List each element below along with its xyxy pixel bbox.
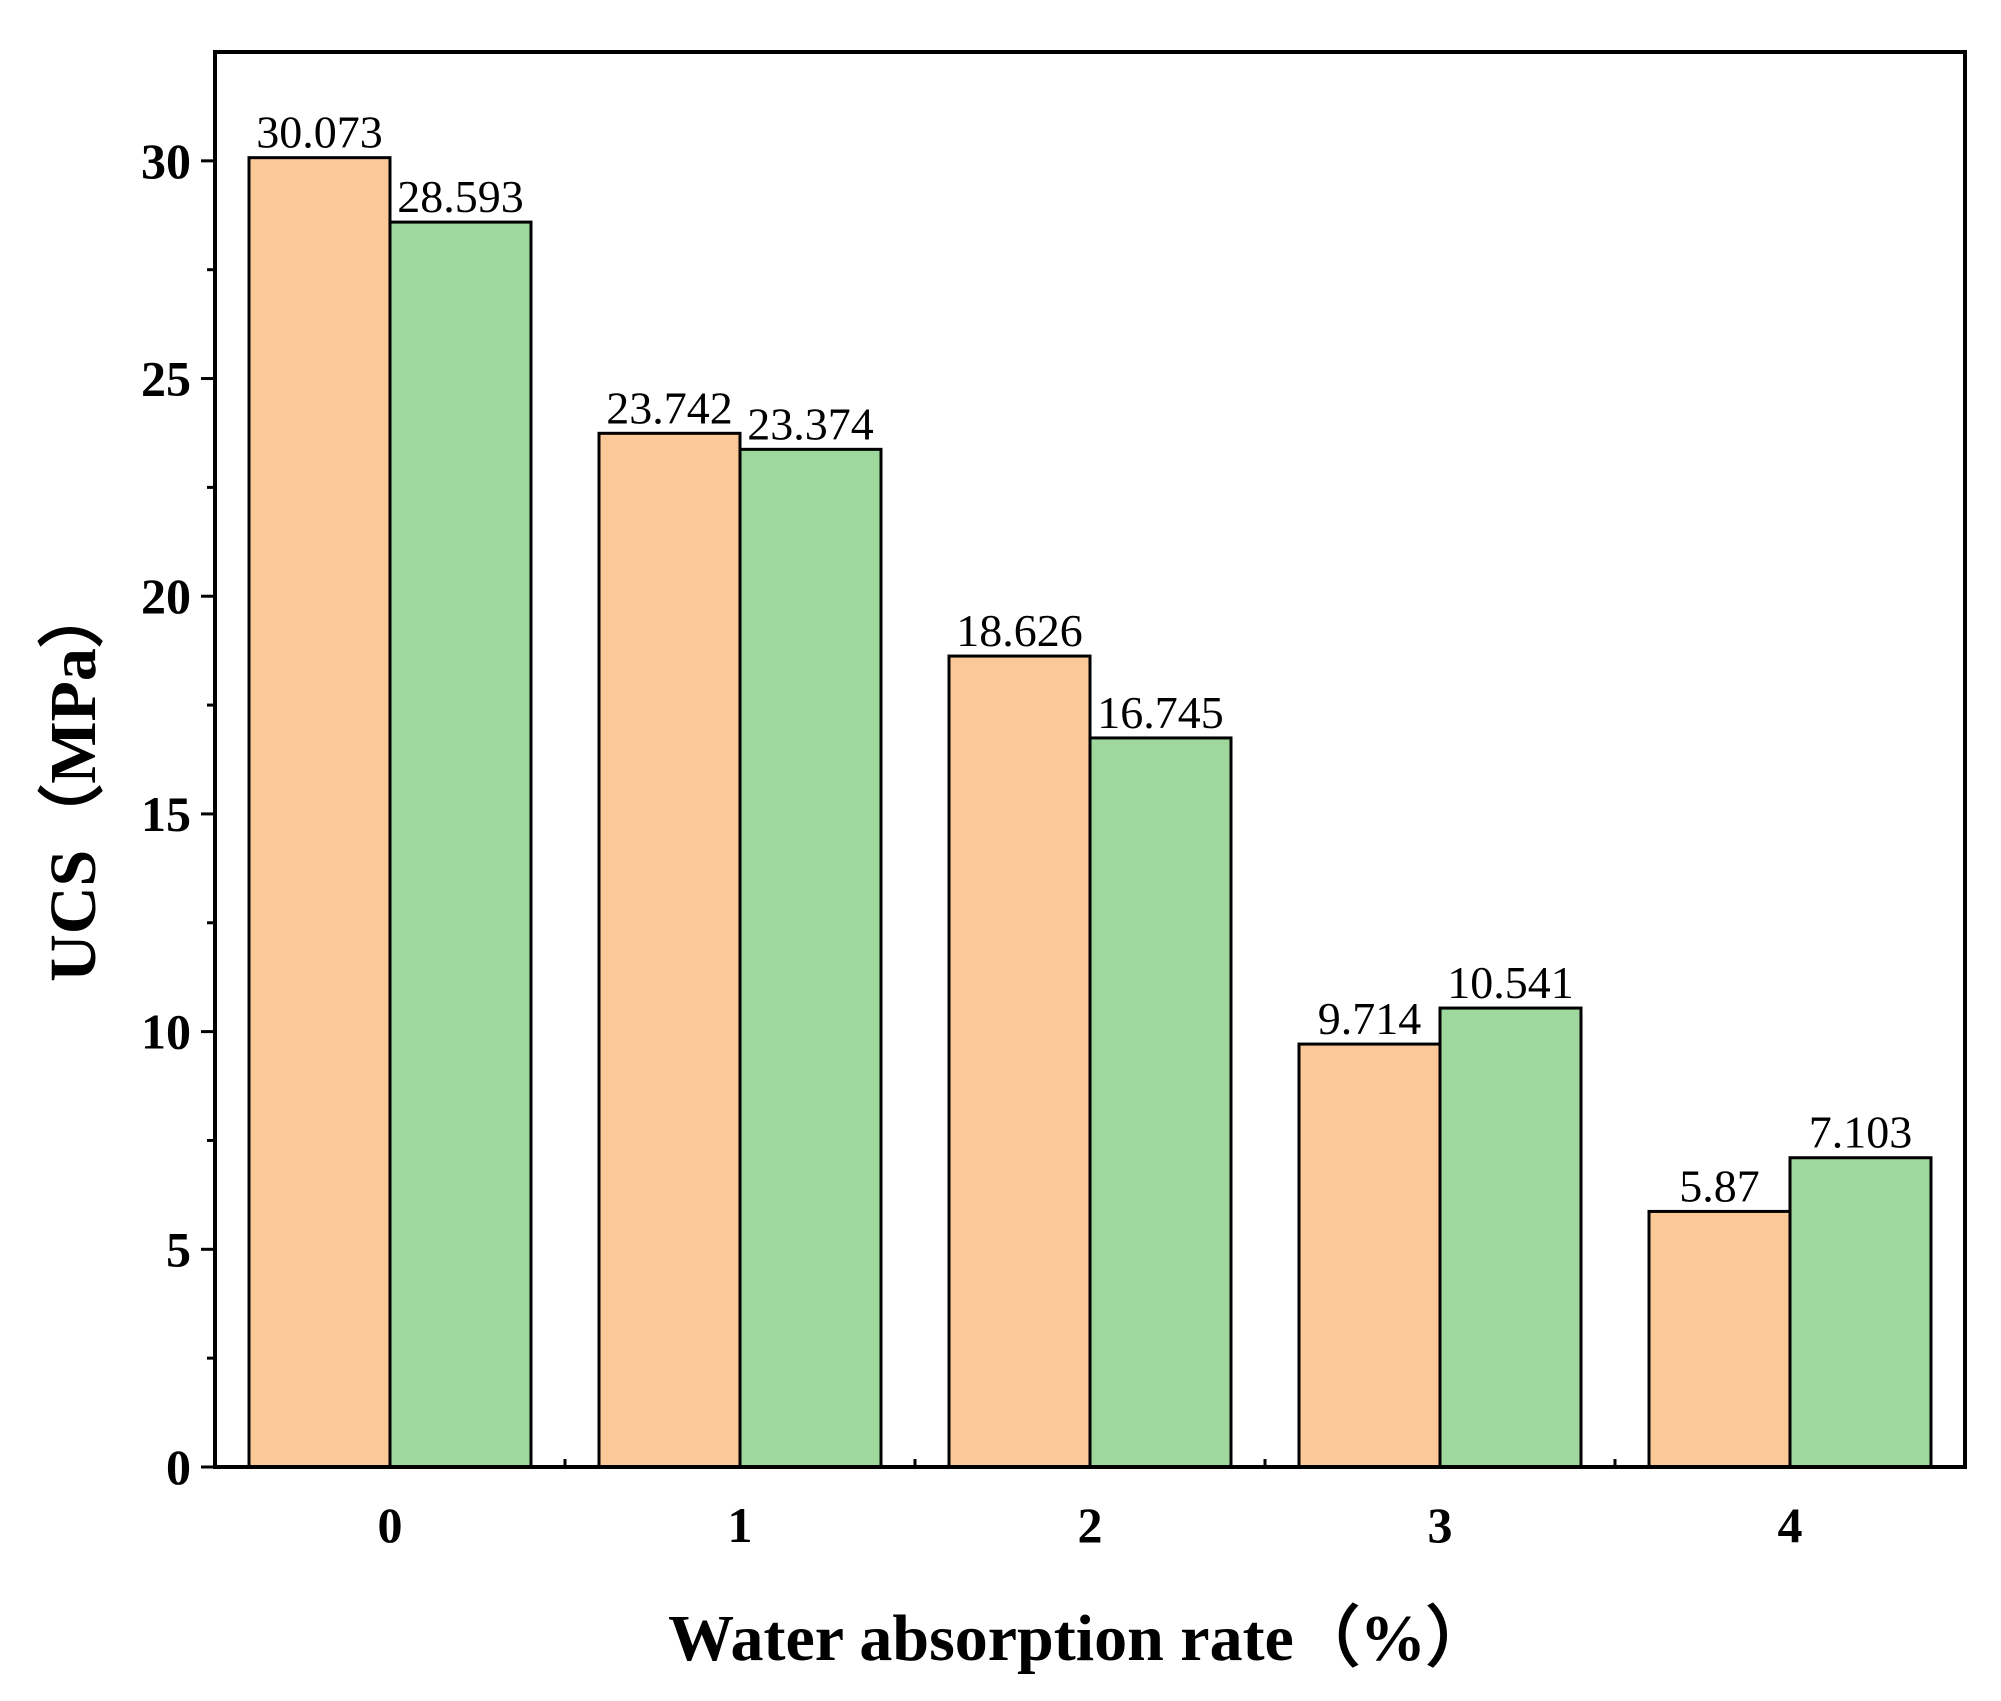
data-labels: 30.073 28.593 23.742 23.374 18.626 16.745 9.71… bbox=[256, 107, 1912, 1212]
y-tick-label-10: 10 bbox=[141, 1004, 191, 1060]
x-tick-label-2: 2 bbox=[1078, 1497, 1103, 1553]
data-label-series1-cat-4: 5.87 bbox=[1679, 1160, 1760, 1211]
x-tick-label-1: 1 bbox=[728, 1497, 753, 1553]
x-tick-label-3: 3 bbox=[1428, 1497, 1453, 1553]
data-label-series1-cat-0: 30.073 bbox=[256, 107, 383, 158]
bar-series2-cat-1 bbox=[738, 447, 883, 1469]
data-label-series2-cat-3: 10.541 bbox=[1447, 957, 1574, 1008]
data-label-series2-cat-2: 16.745 bbox=[1097, 687, 1224, 738]
data-label-series1-cat-3: 9.714 bbox=[1318, 993, 1422, 1044]
y-tick-label-0: 0 bbox=[166, 1439, 191, 1495]
y-tick-label-25: 25 bbox=[141, 351, 191, 407]
data-label-series1-cat-2: 18.626 bbox=[956, 605, 1083, 656]
bar-series1-cat-4 bbox=[1647, 1209, 1792, 1469]
y-tick-label-15: 15 bbox=[141, 786, 191, 842]
x-tick-label-4: 4 bbox=[1778, 1497, 1803, 1553]
bars-layer bbox=[247, 156, 1933, 1469]
bar-series1-cat-3 bbox=[1297, 1042, 1442, 1469]
bar-series1-cat-1 bbox=[597, 431, 742, 1469]
bar-series1-cat-0 bbox=[247, 156, 392, 1469]
bar-series1-cat-2 bbox=[947, 654, 1092, 1469]
bar-series2-cat-3 bbox=[1438, 1006, 1583, 1469]
bar-series2-cat-4 bbox=[1788, 1156, 1933, 1469]
data-label-series2-cat-4: 7.103 bbox=[1809, 1107, 1913, 1158]
bar-series2-cat-2 bbox=[1088, 736, 1233, 1469]
y-tick-label-20: 20 bbox=[141, 568, 191, 624]
x-axis-title: Water absorption rate（%） bbox=[668, 1601, 1492, 1675]
data-label-series2-cat-0: 28.593 bbox=[397, 171, 524, 222]
axis-ticks: 0 1 2 3 4 0 5 10 15 20 25 30 bbox=[141, 133, 1803, 1553]
data-label-series1-cat-1: 23.742 bbox=[606, 382, 733, 433]
bar-series2-cat-0 bbox=[388, 220, 533, 1469]
data-label-series2-cat-1: 23.374 bbox=[747, 398, 874, 449]
y-tick-label-5: 5 bbox=[166, 1221, 191, 1277]
x-tick-label-0: 0 bbox=[378, 1497, 403, 1553]
y-tick-label-30: 30 bbox=[141, 133, 191, 189]
y-axis-title: UCS（MPa） bbox=[36, 582, 110, 982]
